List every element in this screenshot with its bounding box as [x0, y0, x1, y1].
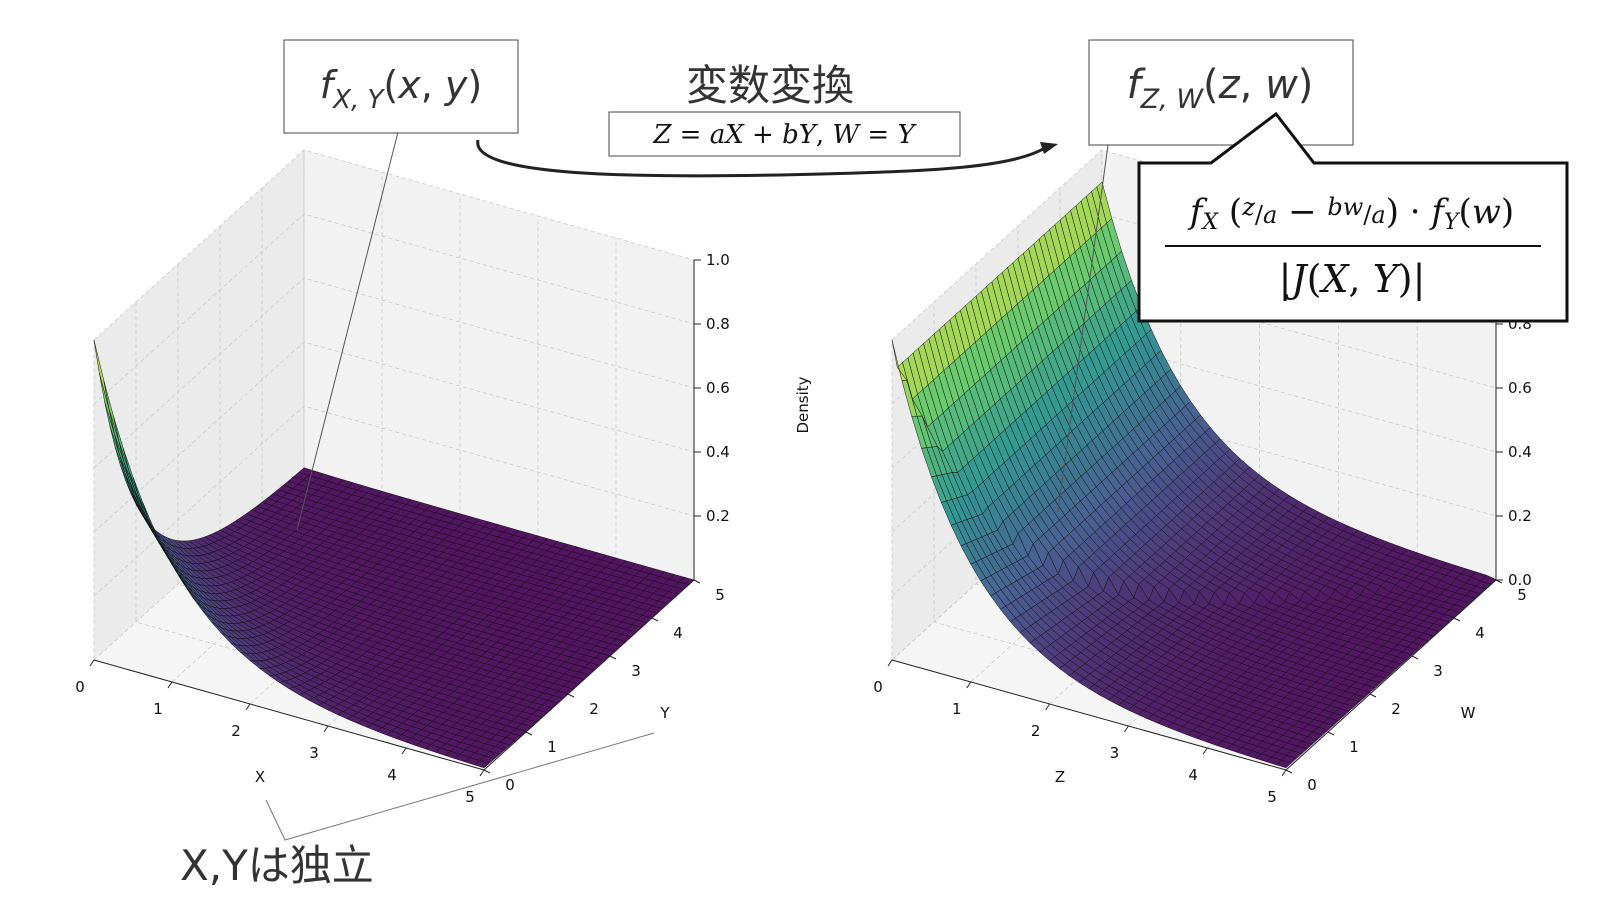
- transform-formula-box: [608, 111, 961, 157]
- y-tick-mark: [651, 617, 659, 622]
- z-tick-label: 1.0: [706, 251, 730, 269]
- x-tick-label: 2: [1031, 722, 1041, 740]
- joint-density-left-callout: fX, Y(x, y): [283, 39, 519, 531]
- x-tick-label: 3: [309, 744, 319, 762]
- y-axis-line: [483, 579, 695, 771]
- y-tick-label: 5: [715, 586, 725, 604]
- z-tick-label: 0.2: [1508, 507, 1532, 525]
- formula-denominator: |J(X, Y)|: [1279, 257, 1426, 301]
- y-tick-label: 2: [589, 700, 599, 718]
- gridline: [93, 341, 695, 533]
- x-axis-line: [93, 659, 485, 771]
- z-tick-label: 0.6: [1508, 379, 1532, 397]
- x-tick-label: 0: [75, 678, 85, 696]
- x-tick-mark: [479, 769, 485, 777]
- y-tick-mark: [483, 769, 491, 774]
- joint-density-left-box: [283, 39, 519, 134]
- surface: [891, 181, 1497, 769]
- y-tick-label: 0: [505, 776, 515, 794]
- y-tick-label: 2: [1391, 700, 1401, 718]
- x-axis-label: X: [255, 768, 265, 786]
- y-tick-mark: [1411, 655, 1419, 660]
- x-tick-label: 2: [231, 722, 241, 740]
- y-tick-label: 5: [1517, 586, 1527, 604]
- z-tick-label: 0.8: [706, 315, 730, 333]
- y-tick-label: 3: [631, 662, 641, 680]
- transform-arrow: [476, 139, 1046, 178]
- y-tick-mark: [1285, 769, 1293, 774]
- x-tick-mark: [1045, 703, 1051, 711]
- x-tick-mark: [966, 681, 972, 689]
- pane-left: [304, 150, 694, 580]
- x-tick-mark: [323, 725, 329, 733]
- pane-left: [94, 150, 304, 660]
- z-tick-label: 0.2: [706, 507, 730, 525]
- x-tick-label: 1: [952, 700, 962, 718]
- surface: [93, 339, 695, 769]
- x-tick-mark: [1202, 747, 1208, 755]
- transform-formula: Z = aX + bY, W = Y: [608, 111, 961, 157]
- x-tick-mark: [401, 747, 407, 755]
- independence-note: X,Yは独立: [180, 841, 374, 890]
- y-tick-label: 4: [673, 624, 683, 642]
- y-tick-label: 4: [1475, 624, 1485, 642]
- gridline: [93, 213, 695, 405]
- change-of-variables-formula: fX (z/a − bw/a) · fY(w) |J(X, Y)|: [1137, 111, 1569, 323]
- transform-formula-text: Z = aX + bY, W = Y: [652, 120, 917, 150]
- transform-title: 変数変換: [686, 61, 854, 110]
- x-tick-label: 5: [465, 788, 475, 806]
- y-tick-label: 3: [1433, 662, 1443, 680]
- x-axis-line: [891, 659, 1287, 771]
- x-tick-label: 1: [153, 700, 163, 718]
- x-tick-label: 3: [1110, 744, 1120, 762]
- joint-density-right-box: [1088, 39, 1354, 146]
- callout-leader-right: [1057, 144, 1109, 513]
- gridline: [93, 277, 695, 469]
- z-tick-label: 0.4: [706, 443, 730, 461]
- y-tick-label: 0: [1307, 776, 1317, 794]
- transform-arrow-head: [1040, 142, 1058, 154]
- independence-leader: [265, 732, 655, 841]
- y-axis-label: Y: [659, 704, 670, 722]
- z-axis-label: Density: [794, 376, 812, 433]
- formula-numerator: fX (z/a − bw/a) · fY(w): [1187, 192, 1514, 235]
- y-axis-label: W: [1461, 704, 1476, 722]
- surface-cell: [473, 760, 490, 769]
- callout-leader-left: [296, 131, 399, 531]
- gridline: [93, 149, 695, 341]
- joint-density-right-callout: fZ, W(z, w): [1057, 39, 1354, 513]
- y-tick-mark: [1327, 731, 1335, 736]
- y-tick-mark: [567, 693, 575, 698]
- y-tick-mark: [525, 731, 533, 736]
- gridline: [93, 405, 695, 597]
- x-tick-label: 5: [1267, 788, 1277, 806]
- x-tick-label: 0: [873, 678, 883, 696]
- y-tick-label: 1: [1349, 738, 1359, 756]
- surface-cell: [1275, 759, 1292, 769]
- left-surface-plot: 0 1 2 3 4 5 0 1 2 3 4 5 0.2 0.4 0.6 0.8 1.0 X Y Density: [75, 149, 812, 806]
- x-tick-label: 4: [1188, 766, 1198, 784]
- x-tick-mark: [89, 659, 95, 667]
- x-tick-mark: [245, 703, 251, 711]
- x-axis-label: Z: [1055, 768, 1065, 786]
- joint-density-left-label: fX, Y(x, y): [320, 63, 482, 115]
- y-tick-mark: [1453, 617, 1461, 622]
- z-tick-label: 0.6: [706, 379, 730, 397]
- x-tick-mark: [1123, 725, 1129, 733]
- y-tick-label: 1: [547, 738, 557, 756]
- x-tick-label: 4: [387, 766, 397, 784]
- z-tick-label: 0.4: [1508, 443, 1532, 461]
- y-axis-line: [1285, 579, 1497, 771]
- x-tick-mark: [167, 681, 173, 689]
- y-tick-mark: [693, 579, 701, 584]
- x-tick-mark: [887, 659, 893, 667]
- z-tick-label: 0.0: [1508, 571, 1532, 589]
- y-tick-mark: [609, 655, 617, 660]
- joint-density-right-label: fZ, W(z, w): [1127, 62, 1314, 115]
- formula-bubble: [1137, 111, 1569, 323]
- x-tick-mark: [1281, 769, 1287, 777]
- y-tick-mark: [1369, 693, 1377, 698]
